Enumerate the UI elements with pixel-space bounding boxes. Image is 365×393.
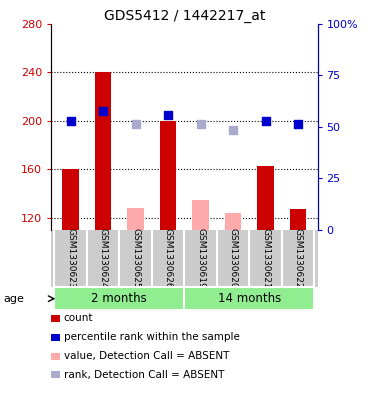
Text: GSM1330623: GSM1330623	[66, 228, 75, 289]
Text: rank, Detection Call = ABSENT: rank, Detection Call = ABSENT	[64, 370, 224, 380]
Point	[132, 121, 138, 127]
Text: 14 months: 14 months	[218, 292, 281, 305]
Text: percentile rank within the sample: percentile rank within the sample	[64, 332, 240, 342]
Text: value, Detection Call = ABSENT: value, Detection Call = ABSENT	[64, 351, 229, 361]
Bar	[257, 165, 274, 230]
Point	[230, 127, 236, 134]
Point	[68, 118, 73, 124]
Bar	[184, 287, 314, 310]
Text: GSM1330620: GSM1330620	[228, 228, 238, 289]
Bar	[127, 208, 144, 230]
Title: GDS5412 / 1442217_at: GDS5412 / 1442217_at	[104, 9, 265, 22]
Point	[100, 108, 106, 114]
Text: GSM1330619: GSM1330619	[196, 228, 205, 289]
Bar	[225, 213, 241, 230]
Bar	[95, 72, 111, 230]
Point	[295, 121, 301, 127]
Bar	[192, 200, 209, 230]
Bar	[160, 121, 176, 230]
Point	[165, 112, 171, 118]
Bar	[54, 287, 184, 310]
Text: age: age	[4, 294, 24, 304]
Text: 2 months: 2 months	[92, 292, 147, 305]
Text: GSM1330622: GSM1330622	[293, 228, 303, 288]
Text: GSM1330626: GSM1330626	[164, 228, 173, 289]
Text: count: count	[64, 313, 93, 323]
Bar	[290, 209, 306, 230]
Point	[263, 118, 269, 124]
Bar	[62, 169, 79, 230]
Text: GSM1330625: GSM1330625	[131, 228, 140, 289]
Text: GSM1330624: GSM1330624	[99, 228, 108, 288]
Point	[198, 121, 204, 127]
Text: GSM1330621: GSM1330621	[261, 228, 270, 289]
